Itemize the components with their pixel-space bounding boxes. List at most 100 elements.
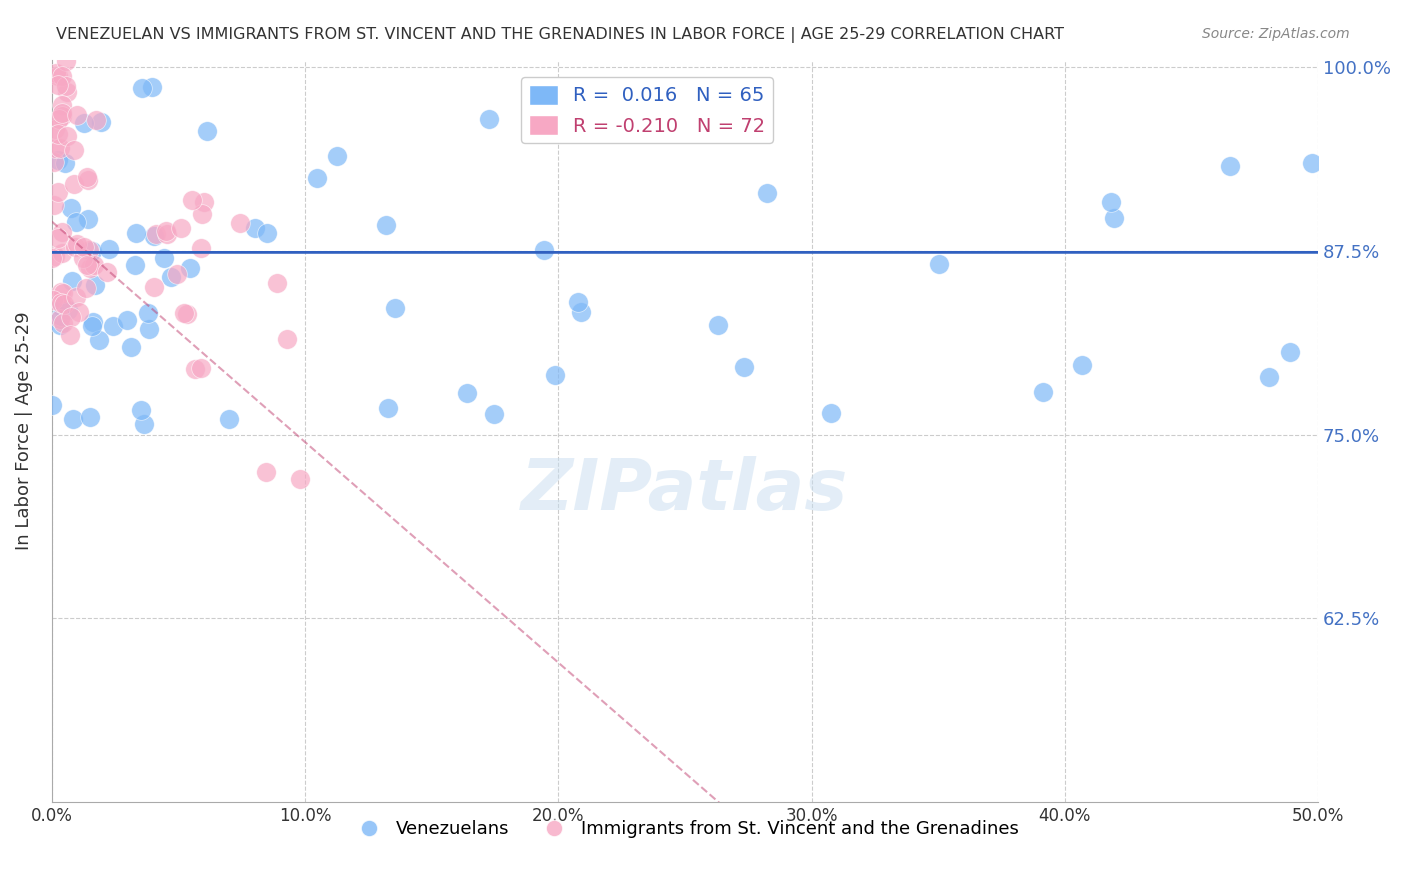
Point — [141, 80, 163, 95]
Point — [44, 155, 66, 169]
Point — [120, 340, 142, 354]
Y-axis label: In Labor Force | Age 25-29: In Labor Force | Age 25-29 — [15, 311, 32, 550]
Point — [65, 108, 87, 122]
Point — [184, 361, 207, 376]
Point — [377, 401, 399, 415]
Point — [456, 386, 478, 401]
Point — [44, 249, 66, 263]
Point — [83, 259, 105, 273]
Point — [48, 141, 70, 155]
Point — [46, 231, 69, 245]
Point — [152, 251, 174, 265]
Point — [132, 417, 155, 431]
Point — [707, 318, 730, 332]
Point — [53, 156, 76, 170]
Point — [51, 309, 73, 323]
Point — [65, 289, 87, 303]
Point — [143, 280, 166, 294]
Point — [181, 193, 204, 207]
Point — [45, 66, 67, 80]
Point — [533, 244, 555, 258]
Point — [46, 153, 69, 167]
Point — [59, 310, 82, 325]
Point — [42, 197, 65, 211]
Point — [86, 810, 108, 824]
Point — [82, 314, 104, 328]
Point — [77, 172, 100, 186]
Point — [46, 185, 69, 199]
Point — [138, 322, 160, 336]
Point — [193, 194, 215, 209]
Point — [52, 316, 75, 330]
Point — [218, 412, 240, 426]
Point — [173, 306, 195, 320]
Point — [131, 402, 153, 417]
Point — [1099, 194, 1122, 209]
Point — [84, 113, 107, 128]
Point — [56, 85, 79, 99]
Text: VENEZUELAN VS IMMIGRANTS FROM ST. VINCENT AND THE GRENADINES IN LABOR FORCE | AG: VENEZUELAN VS IMMIGRANTS FROM ST. VINCEN… — [56, 27, 1064, 43]
Point — [190, 241, 212, 255]
Point — [51, 106, 73, 120]
Point — [59, 327, 82, 342]
Point — [170, 220, 193, 235]
Point — [478, 112, 501, 126]
Point — [228, 216, 250, 230]
Point — [820, 406, 842, 420]
Point — [51, 109, 73, 123]
Point — [51, 97, 73, 112]
Point — [195, 124, 218, 138]
Point — [145, 227, 167, 241]
Point — [46, 70, 69, 84]
Point — [51, 300, 73, 314]
Point — [256, 227, 278, 241]
Point — [733, 360, 755, 375]
Point — [90, 115, 112, 129]
Point — [1301, 156, 1323, 170]
Point — [136, 305, 159, 319]
Point — [98, 242, 121, 256]
Point — [49, 318, 72, 332]
Point — [55, 78, 77, 93]
Point — [65, 215, 87, 229]
Point — [76, 258, 98, 272]
Point — [51, 245, 73, 260]
Point — [51, 296, 73, 310]
Point — [79, 410, 101, 425]
Point — [484, 407, 506, 421]
Point — [166, 267, 188, 281]
Point — [569, 305, 592, 319]
Point — [190, 360, 212, 375]
Point — [1258, 369, 1281, 384]
Text: ZIPatlas: ZIPatlas — [522, 456, 849, 524]
Point — [63, 143, 86, 157]
Point — [124, 258, 146, 272]
Point — [52, 297, 75, 311]
Point — [48, 78, 70, 93]
Point — [63, 177, 86, 191]
Point — [46, 127, 69, 141]
Point — [75, 281, 97, 295]
Point — [73, 240, 96, 254]
Point — [80, 319, 103, 334]
Point — [66, 236, 89, 251]
Point — [76, 169, 98, 184]
Point — [115, 313, 138, 327]
Point — [96, 265, 118, 279]
Point — [77, 243, 100, 257]
Point — [191, 206, 214, 220]
Point — [276, 332, 298, 346]
Point — [48, 112, 70, 127]
Point — [72, 252, 94, 266]
Point — [176, 307, 198, 321]
Point — [56, 303, 79, 318]
Point — [131, 80, 153, 95]
Point — [80, 244, 103, 259]
Point — [156, 227, 179, 241]
Point — [155, 224, 177, 238]
Point — [384, 301, 406, 315]
Point — [49, 311, 72, 326]
Point — [326, 149, 349, 163]
Point — [1102, 211, 1125, 226]
Point — [51, 285, 73, 300]
